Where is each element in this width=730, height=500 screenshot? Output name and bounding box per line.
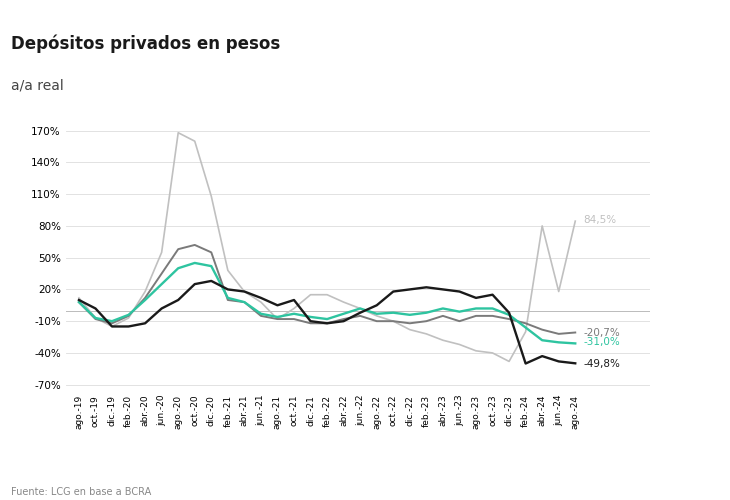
- Text: Fuente: LCG en base a BCRA: Fuente: LCG en base a BCRA: [11, 487, 151, 497]
- Text: 84,5%: 84,5%: [583, 215, 617, 225]
- Text: -31,0%: -31,0%: [583, 338, 620, 347]
- Text: -49,8%: -49,8%: [583, 360, 620, 370]
- Text: Depósitos privados en pesos: Depósitos privados en pesos: [11, 34, 280, 53]
- Text: -20,7%: -20,7%: [583, 328, 620, 338]
- Text: a/a real: a/a real: [11, 78, 64, 92]
